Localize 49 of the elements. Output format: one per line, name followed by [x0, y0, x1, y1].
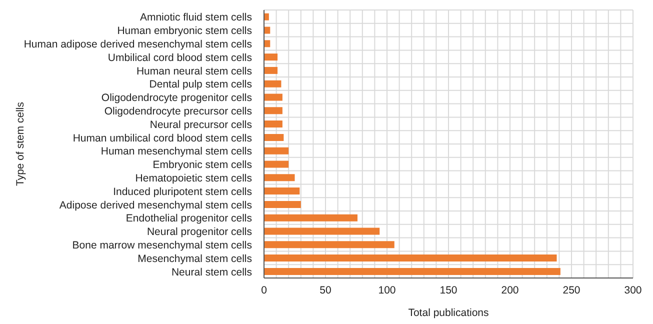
bar [264, 174, 295, 182]
x-tick-label: 300 [624, 284, 642, 296]
y-tick-label: Human embryonic stem cells [117, 25, 252, 38]
bar [264, 200, 301, 208]
bar [264, 214, 358, 222]
y-tick-label: Neural stem cells [171, 266, 252, 278]
y-tick-label: Mesenchymal stem cells [138, 252, 252, 265]
y-tick-label: Oligodendrocyte precursor cells [104, 106, 252, 118]
bar [264, 268, 560, 275]
y-tick-label: Human mesenchymal stem cells [100, 146, 252, 158]
bar [264, 94, 282, 101]
x-tick-label: 250 [562, 284, 580, 296]
bar [264, 13, 269, 20]
y-tick-label: Umbilical cord blood stem cells [108, 52, 252, 64]
bar [264, 120, 282, 128]
x-tick-label: 50 [320, 284, 332, 296]
bar [264, 134, 284, 141]
x-tick-label: 200 [501, 284, 519, 296]
bar [264, 160, 289, 168]
y-tick-label: Oligodendrocyte progenitor cells [101, 92, 252, 104]
bar [264, 188, 300, 195]
bar [264, 66, 278, 74]
bar [264, 40, 270, 48]
y-tick-label: Induced pluripotent stem cells [113, 186, 252, 198]
bar [264, 228, 380, 235]
x-axis-title: Total publications [408, 307, 489, 319]
x-tick-label: 150 [440, 284, 458, 296]
y-tick-label: Amniotic fluid stem cells [140, 12, 252, 24]
y-axis-title: Type of stem cells [14, 102, 27, 186]
y-tick-label: Embryonic stem cells [152, 159, 252, 172]
x-tick-label: 0 [261, 284, 268, 296]
bar [264, 80, 282, 88]
y-tick-label: Human umbilical cord blood stem cells [72, 132, 252, 144]
y-tick-label: Hematopoietic stem cells [135, 172, 252, 184]
x-tick-label: 100 [378, 284, 396, 296]
y-tick-label: Human neural stem cells [136, 65, 252, 78]
y-tick-label: Endothelial progenitor cells [126, 212, 252, 225]
y-tick-label: Adipose derived mesenchymal stem cells [59, 199, 252, 212]
y-tick-label: Neural precursor cells [150, 118, 252, 131]
y-tick-label: Neural progenitor cells [146, 226, 252, 238]
y-tick-label: Bone marrow mesenchymal stem cells [72, 240, 252, 252]
y-tick-label: Human adipose derived mesenchymal stem cells [24, 38, 252, 50]
y-tick-label: Dental pulp stem cells [149, 78, 252, 91]
bar [264, 26, 270, 34]
bar [264, 254, 557, 262]
bar [264, 107, 282, 114]
bar [264, 241, 394, 248]
bar [264, 147, 289, 154]
bar [264, 54, 278, 61]
